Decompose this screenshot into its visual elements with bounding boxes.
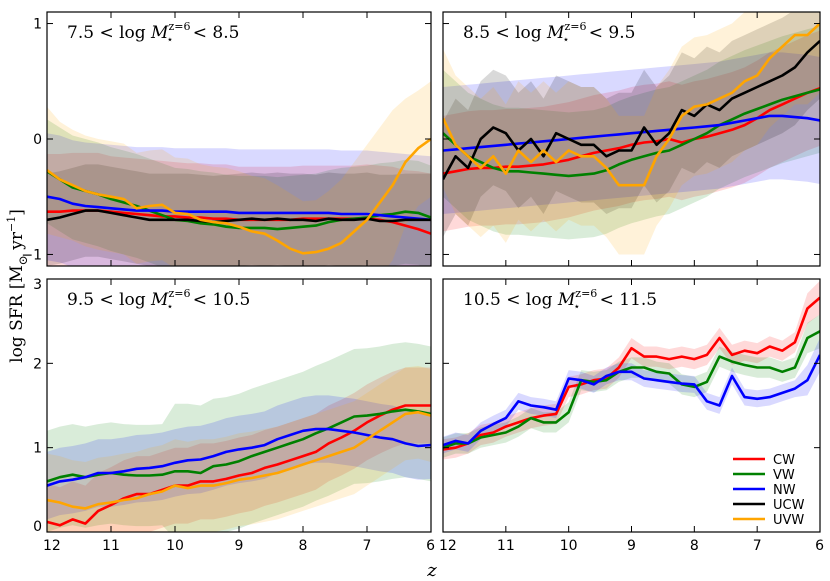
x-tick-label: 11 (102, 538, 120, 554)
panel-title: 8.5 < log Mz=6 ⋆ < 9.5 (463, 20, 635, 46)
series-line-ucw (443, 39, 820, 181)
legend-label-nw: NW (773, 483, 796, 498)
y-tick-label: 0 (33, 519, 42, 535)
series-line-cw (443, 296, 820, 451)
series-line-uvw (443, 22, 820, 187)
series-line-cw (47, 404, 431, 527)
legend-label-ucw: UCW (773, 498, 805, 513)
panel-2: 8.5 < log Mz=6 ⋆ < 9.5 (442, 11, 821, 267)
x-tick-label: 12 (439, 538, 457, 554)
plot-area (443, 12, 820, 255)
x-tick-label: 11 (497, 538, 515, 554)
series-line-nw (443, 114, 820, 152)
panel-title: 9.5 < log Mz=6 ⋆ < 10.5 (67, 287, 250, 313)
x-tick-label: 7 (363, 538, 372, 554)
x-tick-label: 8 (690, 538, 699, 554)
panel-title: 7.5 < log Mz=6 ⋆ < 8.5 (67, 20, 239, 46)
x-axis-label: z (426, 560, 437, 581)
plot-area (47, 81, 431, 266)
x-tick-label: 7 (753, 538, 762, 554)
x-tick-label: 8 (299, 538, 308, 554)
x-tick-label: 12 (43, 538, 61, 554)
band-cw (443, 30, 820, 232)
band-vw (443, 314, 820, 458)
band-ucw (47, 164, 431, 266)
series-line-nw (47, 195, 431, 222)
series-line-uvw (47, 137, 431, 255)
x-tick-label: 9 (235, 538, 244, 554)
band-nw (47, 133, 431, 266)
series-line-uvw (47, 410, 431, 510)
band-ucw (443, 12, 820, 238)
series-line-nw (443, 354, 820, 447)
legend-label-uvw: UVW (773, 513, 804, 528)
y-tick-label: 0 (33, 132, 42, 148)
legend-label-cw: CW (773, 453, 795, 468)
y-tick-label: 3 (33, 277, 42, 293)
panel-title: 10.5 < log Mz=6 ⋆ < 11.5 (463, 287, 657, 313)
series-line-nw (47, 427, 431, 487)
band-cw (443, 280, 820, 460)
band-uvw (47, 81, 431, 266)
plot-area (47, 342, 431, 532)
band-vw (47, 119, 431, 266)
y-tick-label: 1 (33, 17, 42, 33)
x-tick-label: 9 (627, 538, 636, 554)
plot-area (443, 280, 820, 460)
legend-label-vw: VW (773, 468, 795, 483)
y-tick-label: 2 (33, 356, 42, 372)
panel-4: 12 11 10 9 8 7 6 10.5 < log Mz=6 ⋆ < 11.5 (439, 278, 824, 554)
y-tick-label: 1 (33, 441, 42, 457)
y-axis-label: log SFR [M⊙ yr−1] (5, 209, 30, 363)
x-tick-label: 10 (166, 538, 184, 554)
band-cw (47, 152, 431, 266)
y-tick-label: −1 (21, 247, 42, 263)
band-vw (47, 342, 431, 532)
x-tick-label: 10 (560, 538, 578, 554)
panel-1: −1 0 1 7.5 < log Mz=6 ⋆ < 8.5 (21, 11, 432, 267)
series-line-vw (443, 330, 820, 449)
x-tick-label: 6 (815, 538, 824, 554)
x-tick-label: 6 (426, 538, 435, 554)
